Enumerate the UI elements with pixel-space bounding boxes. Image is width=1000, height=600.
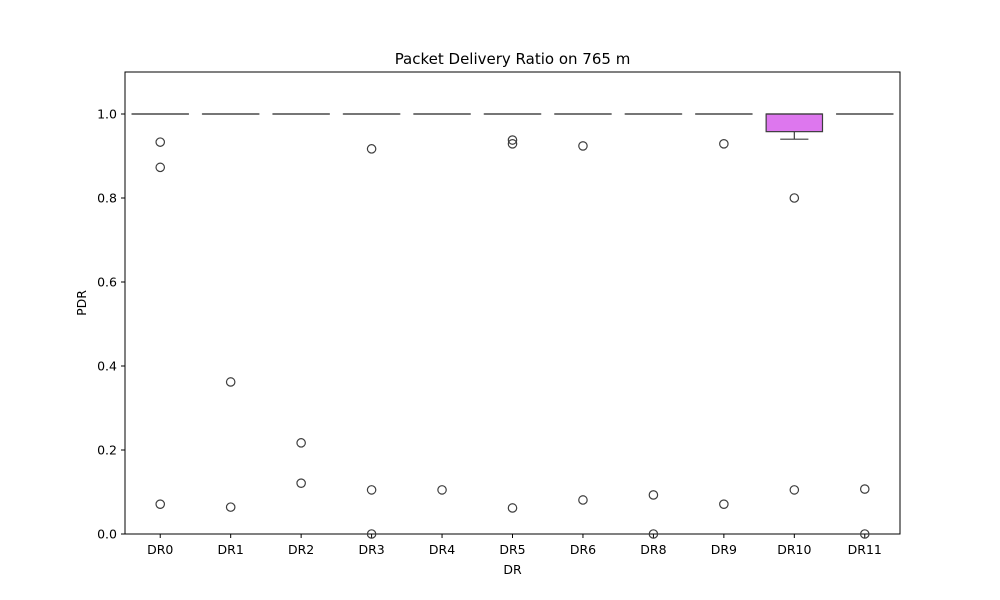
x-tick-label-dr4: DR4 (429, 542, 455, 557)
x-tick-label-dr5: DR5 (499, 542, 525, 557)
outlier-point (507, 139, 518, 149)
box-dr3 (342, 113, 401, 539)
y-tick-label: 0.2 (97, 443, 117, 458)
y-tick-label: 0.4 (97, 359, 117, 374)
box-dr5 (483, 113, 542, 513)
x-tick-label-dr1: DR1 (218, 542, 244, 557)
outlier-point (366, 529, 377, 539)
box-dr11 (835, 113, 894, 539)
box-dr8 (624, 113, 683, 539)
box-body (765, 113, 824, 133)
outlier-point (578, 495, 588, 505)
x-tick-label-dr6: DR6 (570, 542, 596, 557)
outlier-point (155, 499, 166, 509)
outlier-point (719, 499, 729, 509)
box-dr1 (201, 113, 260, 512)
outlier-point (225, 377, 236, 387)
box-dr6 (554, 113, 612, 505)
outlier-point (155, 162, 166, 173)
box-dr0 (131, 113, 190, 509)
outlier-point (507, 503, 518, 513)
outlier-point (648, 490, 659, 500)
outlier-point (225, 502, 236, 512)
x-tick-label-dr11: DR11 (848, 542, 882, 557)
chart-title: Packet Delivery Ratio on 765 m (395, 50, 631, 68)
y-tick-label: 0.8 (97, 191, 117, 206)
plot-area (124, 71, 901, 535)
outlier-point (366, 485, 377, 495)
y-axis-title: PDR (74, 290, 89, 316)
x-tick-label-dr2: DR2 (288, 542, 314, 557)
outlier-point (155, 137, 166, 147)
x-tick-label-dr0: DR0 (147, 542, 173, 557)
plot-frame (124, 71, 901, 535)
outlier-point (789, 193, 800, 203)
x-tick-label-dr10: DR10 (777, 542, 811, 557)
outlier-point (366, 144, 377, 154)
box-dr9 (695, 113, 753, 509)
x-tick-label-dr8: DR8 (640, 542, 666, 557)
x-axis-title: DR (503, 562, 522, 577)
y-tick-label: 1.0 (97, 107, 117, 122)
outlier-point (719, 139, 729, 149)
outlier-point (296, 478, 306, 488)
x-tick-label-dr9: DR9 (711, 542, 737, 557)
y-tick-label: 0.6 (97, 275, 117, 290)
y-tick-label: 0.0 (97, 527, 117, 542)
box-dr2 (272, 113, 330, 488)
outlier-point (507, 135, 518, 145)
outlier-point (648, 529, 659, 539)
box-dr4 (413, 113, 471, 495)
box-dr10 (765, 113, 824, 495)
outlier-point (578, 141, 588, 151)
outlier-point (859, 484, 870, 494)
outlier-point (859, 529, 870, 539)
box-series (131, 113, 894, 539)
x-tick-label-dr3: DR3 (358, 542, 384, 557)
x-axis: DR0 DR1 DR2 DR3 DR4 DR5 DR6 DR8 DR9 DR10 DR11 (147, 534, 882, 557)
y-axis: 0.0 0.2 0.4 0.6 0.8 1.0 (97, 107, 125, 542)
outlier-point (296, 438, 306, 448)
outlier-point (789, 485, 800, 495)
outlier-point (437, 485, 447, 495)
